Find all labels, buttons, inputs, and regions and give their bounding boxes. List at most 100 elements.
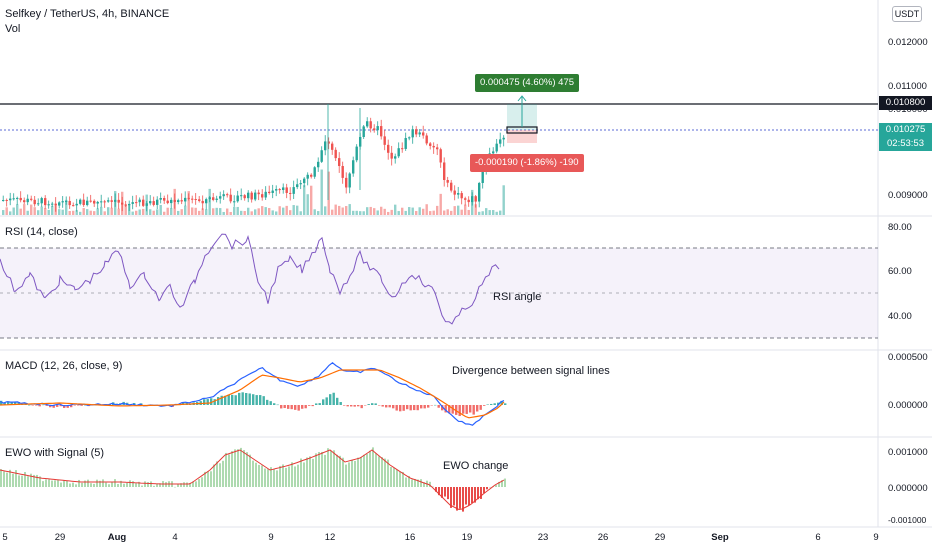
ewo-histogram-bar bbox=[87, 479, 89, 487]
candle-body bbox=[275, 189, 278, 191]
ewo-histogram-bar bbox=[483, 487, 485, 494]
price-axis-label: 0.011000 bbox=[888, 81, 927, 92]
volume-bar bbox=[198, 210, 201, 215]
candle-body bbox=[138, 199, 141, 203]
candle-body bbox=[502, 137, 505, 140]
volume-bar bbox=[373, 208, 376, 215]
candle-body bbox=[317, 161, 320, 168]
macd-histogram-bar bbox=[283, 405, 286, 409]
ewo-histogram-bar bbox=[453, 487, 455, 506]
currency-button[interactable]: USDT bbox=[892, 6, 922, 22]
ewo-histogram-bar bbox=[54, 480, 56, 487]
macd-histogram-bar bbox=[59, 405, 62, 407]
candle-body bbox=[100, 201, 103, 203]
candle-body bbox=[159, 198, 162, 200]
volume-bar bbox=[12, 207, 15, 215]
macd-histogram-bar bbox=[413, 405, 416, 411]
candle-body bbox=[135, 202, 138, 204]
macd-line bbox=[0, 362, 505, 426]
volume-bar bbox=[212, 208, 215, 215]
candle-body bbox=[26, 198, 29, 203]
macd-histogram-bar bbox=[465, 405, 468, 414]
ewo-histogram-bar bbox=[429, 481, 431, 487]
macd-histogram-bar bbox=[210, 398, 213, 405]
macd-histogram-bar bbox=[423, 405, 426, 409]
macd-histogram-bar bbox=[213, 399, 216, 405]
ewo-histogram-bar bbox=[276, 470, 278, 487]
ewo-histogram-bar bbox=[51, 480, 53, 487]
candle-body bbox=[313, 167, 316, 177]
candle-body bbox=[156, 199, 159, 205]
volume-bar bbox=[348, 204, 351, 215]
ewo-histogram-bar bbox=[249, 454, 251, 487]
candle-body bbox=[443, 162, 446, 180]
ewo-histogram-bar bbox=[462, 487, 464, 512]
ewo-histogram-bar bbox=[237, 449, 239, 487]
candle-body bbox=[331, 143, 334, 150]
macd-signal-line bbox=[0, 369, 505, 419]
ewo-histogram-bar bbox=[450, 487, 452, 508]
macd-title: MACD (12, 26, close, 9) bbox=[5, 360, 123, 372]
volume-bar bbox=[194, 207, 197, 215]
candle-body bbox=[247, 192, 250, 199]
macd-histogram-bar bbox=[350, 405, 353, 407]
volume-bar bbox=[138, 209, 141, 215]
ewo-histogram-bar bbox=[315, 453, 317, 487]
macd-histogram-bar bbox=[262, 396, 265, 405]
ewo-axis-label: -0.001000 bbox=[888, 515, 927, 525]
ewo-histogram-bar bbox=[321, 451, 323, 487]
ewo-histogram-bar bbox=[177, 484, 179, 487]
candle-body bbox=[198, 199, 201, 201]
ewo-histogram-bar bbox=[504, 478, 506, 487]
ewo-histogram-bar bbox=[219, 463, 221, 487]
candle-body bbox=[471, 196, 474, 203]
candle-body bbox=[282, 187, 285, 190]
candle-body bbox=[30, 198, 33, 200]
ewo-histogram-bar bbox=[435, 487, 437, 492]
volume-bar bbox=[51, 205, 54, 215]
volume-bar bbox=[359, 211, 362, 215]
macd-histogram-bar bbox=[367, 404, 370, 405]
ewo-histogram-bar bbox=[378, 456, 380, 487]
ewo-histogram-bar bbox=[144, 481, 146, 487]
volume-bar bbox=[219, 208, 222, 215]
ewo-histogram-bar bbox=[420, 479, 422, 487]
ewo-histogram-bar bbox=[330, 450, 332, 487]
candle-body bbox=[446, 179, 449, 183]
volume-bar bbox=[124, 204, 127, 215]
time-axis-label: Sep bbox=[711, 532, 729, 543]
time-axis-label: 26 bbox=[597, 532, 609, 543]
candle-body bbox=[324, 141, 327, 151]
candle-body bbox=[44, 198, 47, 206]
ewo-histogram-bar bbox=[432, 486, 434, 488]
volume-bar bbox=[159, 204, 162, 215]
macd-histogram-bar bbox=[290, 405, 293, 410]
ewo-signal-line bbox=[0, 449, 505, 511]
volume-bar bbox=[383, 208, 386, 215]
ewo-histogram-bar bbox=[174, 486, 176, 488]
candle-body bbox=[289, 192, 292, 194]
candle-body bbox=[110, 200, 113, 202]
macd-histogram-bar bbox=[84, 404, 87, 406]
ewo-histogram-bar bbox=[81, 482, 83, 487]
volume-title: Vol bbox=[5, 23, 21, 35]
volume-bar bbox=[306, 194, 309, 215]
ewo-histogram-bar bbox=[129, 480, 131, 487]
ewo-histogram-bar bbox=[372, 447, 374, 487]
ewo-histogram-bar bbox=[24, 472, 26, 487]
ewo-histogram-bar bbox=[69, 483, 71, 487]
candle-body bbox=[450, 182, 453, 191]
ewo-histogram-bar bbox=[213, 464, 215, 487]
candle-body bbox=[163, 198, 166, 201]
candle-body bbox=[58, 202, 61, 206]
volume-bar bbox=[404, 210, 407, 215]
rsi-axis-label: 60.00 bbox=[888, 266, 912, 277]
last-price-tag: 0.010275 bbox=[879, 123, 932, 137]
volume-bar bbox=[495, 211, 498, 215]
rsi-band bbox=[0, 248, 878, 338]
long-position-tool[interactable] bbox=[506, 95, 538, 143]
ewo-histogram-bar bbox=[282, 464, 284, 487]
candle-body bbox=[79, 199, 82, 204]
